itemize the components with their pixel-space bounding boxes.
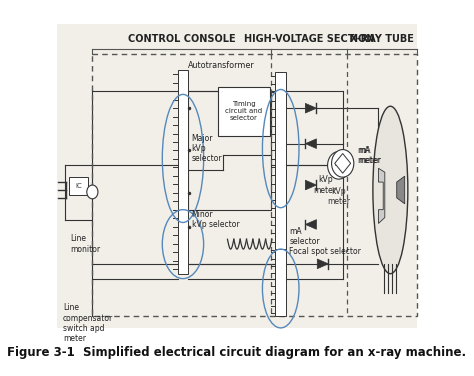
Polygon shape — [305, 180, 317, 190]
Polygon shape — [305, 220, 317, 229]
Polygon shape — [335, 153, 351, 173]
Text: Minor
kVp selector: Minor kVp selector — [191, 210, 239, 229]
Text: X-RAY TUBE: X-RAY TUBE — [350, 34, 414, 44]
Bar — [218, 86, 270, 136]
Text: Line
monitor: Line monitor — [70, 235, 100, 254]
Text: mA
selector: mA selector — [290, 227, 320, 246]
Polygon shape — [397, 176, 405, 204]
Text: Line
compensator
switch apd
meter: Line compensator switch apd meter — [63, 303, 113, 343]
Circle shape — [87, 185, 98, 199]
FancyBboxPatch shape — [69, 177, 88, 195]
Ellipse shape — [373, 106, 408, 274]
Text: Major
kVp
selector: Major kVp selector — [191, 134, 222, 164]
Text: Timing
circuit and
selector: Timing circuit and selector — [225, 101, 262, 121]
Text: ~: ~ — [334, 161, 343, 171]
Text: Focal spot selector: Focal spot selector — [290, 247, 361, 256]
Text: mA
meter: mA meter — [359, 146, 382, 165]
Polygon shape — [378, 168, 385, 223]
Text: HIGH-VOLTAGE SECTION: HIGH-VOLTAGE SECTION — [244, 34, 374, 44]
Polygon shape — [305, 139, 317, 149]
Text: kVp
meter: kVp meter — [314, 175, 337, 195]
Bar — [178, 70, 188, 274]
Bar — [275, 72, 286, 254]
Circle shape — [328, 152, 350, 179]
Bar — [92, 54, 418, 316]
Text: Figure 3-1  Simplified electrical circuit diagram for an x-ray machine.: Figure 3-1 Simplified electrical circuit… — [8, 346, 466, 359]
Text: IC: IC — [75, 183, 82, 189]
Text: CONTROL CONSOLE: CONTROL CONSOLE — [128, 34, 235, 44]
Bar — [275, 249, 286, 316]
Polygon shape — [305, 103, 317, 113]
Bar — [56, 24, 418, 328]
Text: mA
meter: mA meter — [357, 146, 380, 165]
Text: Autotransformer: Autotransformer — [188, 61, 255, 70]
Text: kVp
meter: kVp meter — [327, 187, 350, 206]
Polygon shape — [317, 259, 328, 269]
Circle shape — [332, 150, 354, 177]
